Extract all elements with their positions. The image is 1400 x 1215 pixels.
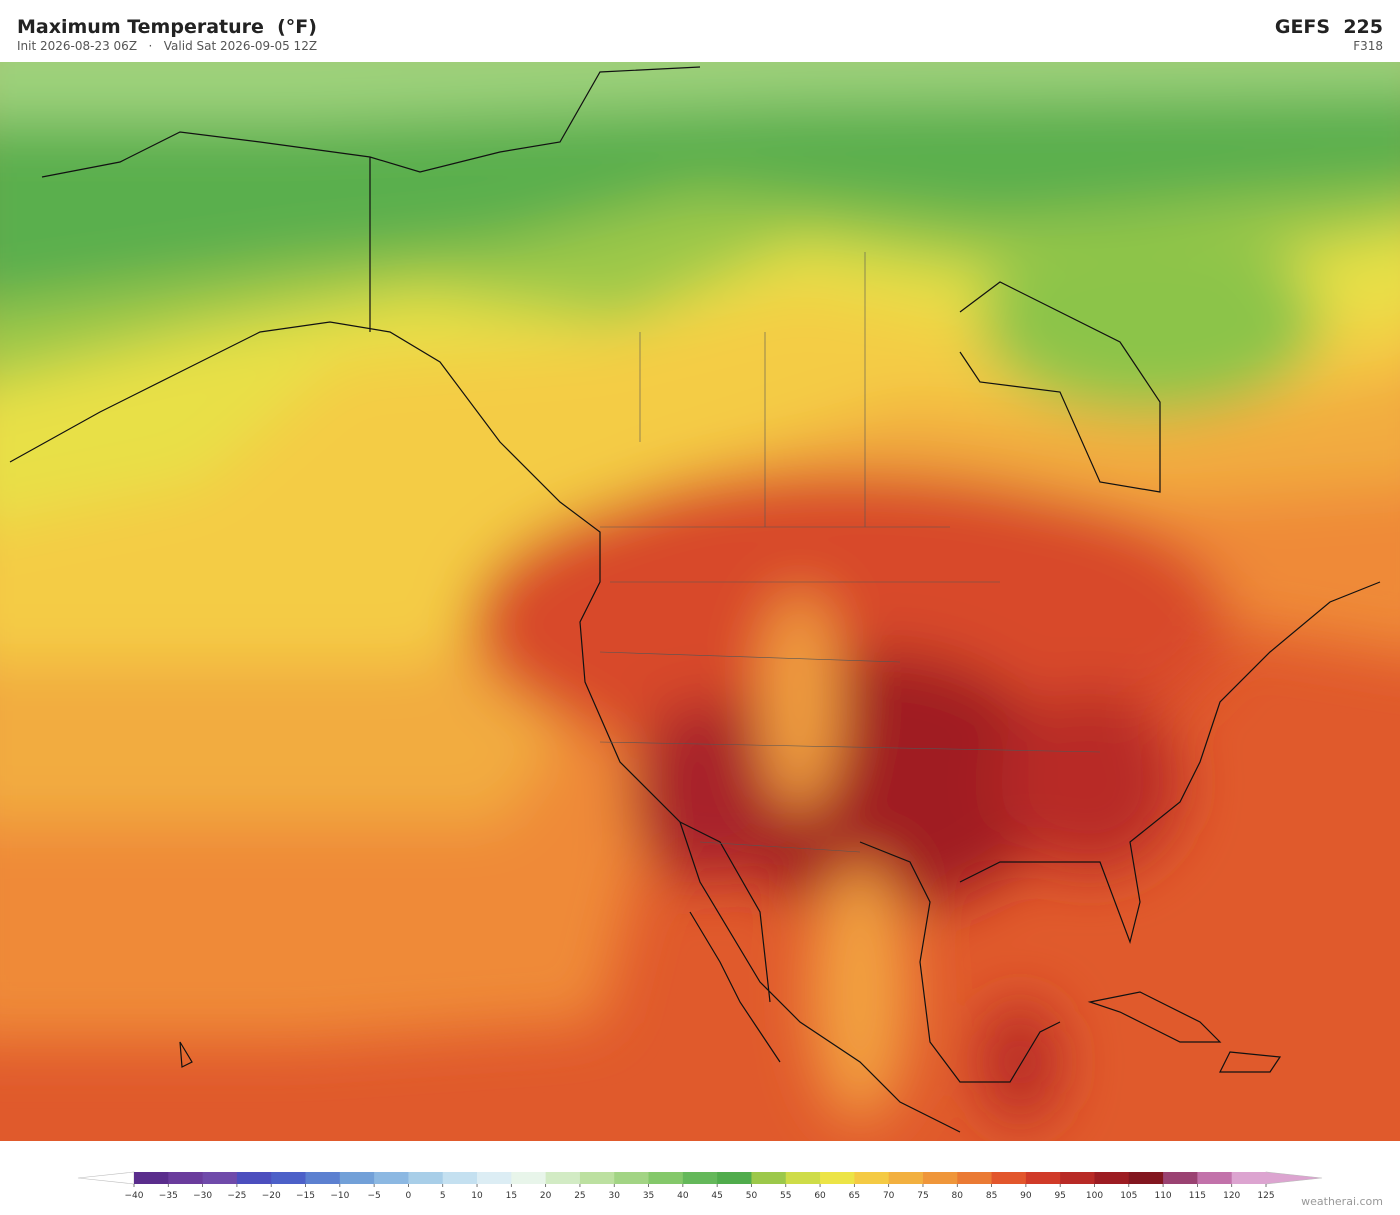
colorbar-tick-label: −20 (262, 1191, 281, 1201)
colorbar-bin (168, 1172, 204, 1184)
colorbar-bin (785, 1172, 821, 1184)
colorbar-tick-label: 70 (883, 1191, 895, 1201)
colorbar-tick-label: 35 (643, 1191, 654, 1201)
forecast-hour: F318 (1353, 39, 1383, 53)
colorbar-bin (1025, 1172, 1061, 1184)
colorbar-bin (648, 1172, 684, 1184)
colorbar-bin (511, 1172, 547, 1184)
credit: weatherai.com (1301, 1195, 1383, 1208)
separator: · (148, 39, 153, 53)
colorbar-tick-label: 120 (1223, 1191, 1240, 1201)
colorbar-tick-label: 30 (609, 1191, 621, 1201)
colorbar-bin (1197, 1172, 1233, 1184)
title: Maximum Temperature (°F) (17, 16, 317, 38)
colorbar-tick-label: −10 (330, 1191, 349, 1201)
coastlines (9, 66, 1381, 1133)
colorbar-tick-label: 95 (1054, 1191, 1065, 1201)
valid: Valid Sat 2026-09-05 12Z (163, 39, 318, 53)
colorbar-bin (888, 1172, 924, 1184)
map (0, 62, 1400, 1141)
colorbar-tick-label: 45 (711, 1191, 722, 1201)
colorbar-tick-label: 110 (1154, 1191, 1171, 1201)
colorbar-bin (477, 1172, 512, 1184)
colorbar-bin (271, 1172, 307, 1184)
colorbar-bin (717, 1172, 752, 1184)
colorbar-bin (202, 1172, 238, 1184)
colorbar-bin (957, 1172, 993, 1184)
colorbar-tick-label: 25 (574, 1191, 585, 1201)
colorbar-bin (408, 1172, 444, 1184)
colorbar-tick-label: −30 (193, 1191, 212, 1201)
colorbar-bin (134, 1172, 169, 1184)
colorbar-tick-label: 5 (440, 1191, 446, 1201)
colorbar-tick-label: 75 (917, 1191, 928, 1201)
colorbar-tick-label: 65 (849, 1191, 860, 1201)
colorbar-bin (442, 1172, 478, 1184)
colorbar-bin (339, 1172, 375, 1184)
temperature-field (0, 62, 1400, 1141)
colorbar-tick-label: 40 (677, 1191, 689, 1201)
colorbar-tick-label: 60 (814, 1191, 826, 1201)
colorbar-bin (922, 1172, 958, 1184)
colorbar-tick-label: 125 (1257, 1191, 1274, 1201)
colorbar-bin (1094, 1172, 1130, 1184)
colorbar-tick-label: 20 (540, 1191, 552, 1201)
colorbar-over (1265, 1171, 1323, 1185)
colorbar: weatherai.com −40 −35 −30 −25 −20 −15 −10 −5 0 5 1… (77, 1171, 1383, 1208)
colorbar-bin (545, 1172, 581, 1184)
colorbar-bin (854, 1172, 890, 1184)
colorbar-tick-label: 100 (1086, 1191, 1103, 1201)
colorbar-tick-label: 15 (506, 1191, 517, 1201)
colorbar-tick-label: 90 (1020, 1191, 1032, 1201)
colorbar-under (77, 1171, 135, 1185)
colorbar-tick-label: −5 (367, 1191, 380, 1201)
model: GEFS 225 (1274, 16, 1383, 38)
colorbar-bin (614, 1172, 650, 1184)
colorbar-bin (991, 1172, 1027, 1184)
colorbar-bin (820, 1172, 855, 1184)
colorbar-bin (1128, 1172, 1164, 1184)
colorbar-tick-label: 55 (780, 1191, 791, 1201)
colorbar-bin (751, 1172, 787, 1184)
colorbar-tick-label: 50 (746, 1191, 758, 1201)
colorbar-bin (1231, 1172, 1267, 1184)
colorbar-bin (579, 1172, 615, 1184)
colorbar-tick-label: −40 (125, 1191, 144, 1201)
colorbar-bin (1060, 1172, 1095, 1184)
colorbar-bin (682, 1172, 718, 1184)
colorbar-tick-label: 0 (406, 1191, 412, 1201)
colorbar-tick-label: 85 (986, 1191, 997, 1201)
colorbar-tick-label: −15 (296, 1191, 315, 1201)
colorbar-bin (305, 1172, 341, 1184)
colorbar-tick-label: 10 (471, 1191, 483, 1201)
colorbar-tick-label: −35 (159, 1191, 178, 1201)
colorbar-bin (374, 1172, 409, 1184)
subtitle: Init 2026-08-23 06Z · Valid Sat 2026-09-… (17, 39, 317, 53)
colorbar-bin (236, 1172, 272, 1184)
init: Init 2026-08-23 06Z (17, 39, 138, 53)
colorbar-tick-label: 80 (952, 1191, 964, 1201)
colorbar-tick-label: −25 (227, 1191, 246, 1201)
colorbar-tick-label: 115 (1189, 1191, 1206, 1201)
colorbar-bin (1163, 1172, 1198, 1184)
colorbar-tick-label: 105 (1120, 1191, 1137, 1201)
